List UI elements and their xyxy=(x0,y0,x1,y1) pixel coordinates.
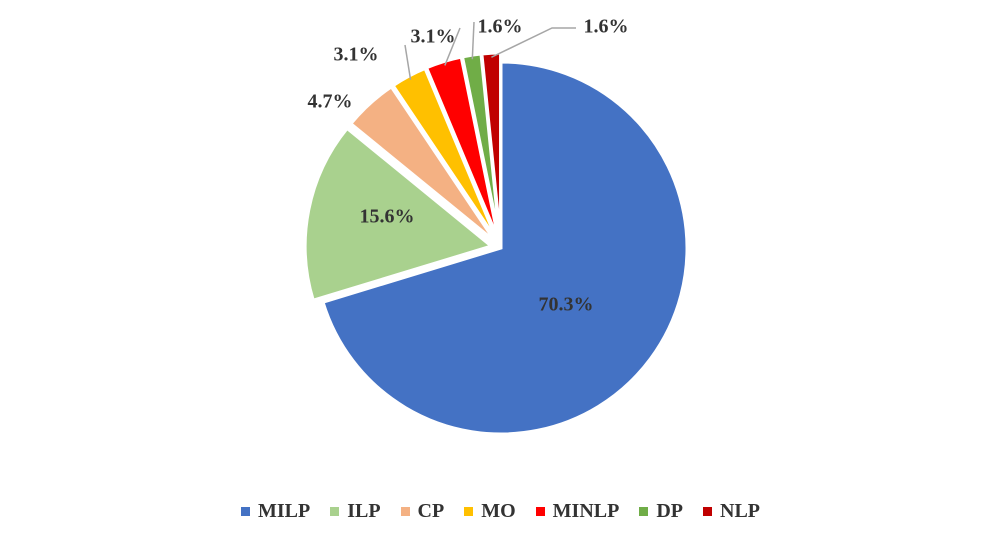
leader-line-dp xyxy=(471,21,475,60)
leader-line-minlp xyxy=(444,27,461,66)
legend-swatch xyxy=(330,507,340,516)
legend-item-dp: DP xyxy=(639,500,683,523)
pie-slice-milp xyxy=(321,60,689,436)
pie-slice-ilp xyxy=(303,126,495,303)
data-label-nlp: 1.6% xyxy=(584,16,629,38)
legend-swatch xyxy=(464,507,474,516)
legend-label: MINLP xyxy=(552,500,620,522)
data-label-dp: 1.6% xyxy=(478,16,523,38)
legend-swatch xyxy=(240,507,250,516)
legend-item-ilp: ILP xyxy=(330,500,381,523)
legend-swatch xyxy=(703,507,712,516)
data-label-minlp: 3.1% xyxy=(411,26,456,48)
legend-item-mo: MO xyxy=(464,500,516,523)
legend-item-nlp: NLP xyxy=(703,500,760,523)
legend-swatch xyxy=(639,507,649,516)
data-label-ilp: 15.6% xyxy=(360,206,415,228)
pie-slice-cp xyxy=(348,84,497,243)
legend-item-cp: CP xyxy=(400,500,445,523)
legend-label: MO xyxy=(481,500,516,522)
legend-label: MILP xyxy=(257,500,311,522)
leader-line-nlp xyxy=(491,27,576,58)
chart-legend: MILP ILP CP MO MINLP DP NLP xyxy=(0,500,1001,523)
leader-line-mo xyxy=(404,44,412,80)
legend-item-milp: MILP xyxy=(240,500,311,523)
data-label-cp: 4.7% xyxy=(308,91,353,113)
data-label-mo: 3.1% xyxy=(334,44,379,66)
legend-swatch xyxy=(535,507,545,516)
data-label-milp: 70.3% xyxy=(539,294,594,316)
legend-label: ILP xyxy=(347,500,381,522)
legend-swatch xyxy=(400,507,410,516)
legend-label: NLP xyxy=(720,500,760,522)
legend-item-minlp: MINLP xyxy=(535,500,620,523)
legend-label: CP xyxy=(417,500,445,522)
legend-label: DP xyxy=(656,500,683,522)
pie-slice-mo xyxy=(391,66,499,241)
